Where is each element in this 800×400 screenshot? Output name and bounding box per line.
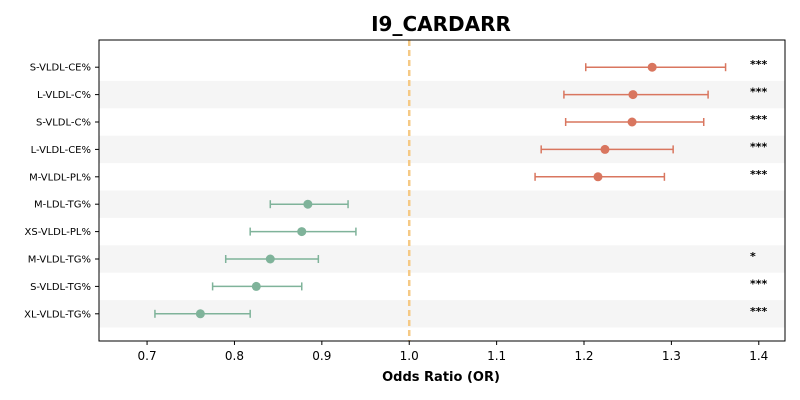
row-label: S-VLDL-CE% (30, 63, 91, 74)
row-label: M-VLDL-PL% (29, 172, 91, 183)
significance-marker: *** (750, 86, 768, 99)
significance-marker: * (750, 250, 756, 263)
x-tick-label: 0.8 (225, 349, 244, 363)
row-label: M-LDL-TG% (34, 200, 91, 211)
x-tick-label: 0.7 (138, 349, 157, 363)
x-axis-label: Odds Ratio (OR) (382, 370, 500, 385)
or-point (303, 199, 313, 209)
chart-title: I9_CARDARR (371, 12, 511, 36)
row-band (99, 190, 785, 218)
row-label: L-VLDL-CE% (31, 145, 91, 156)
x-tick-label: 1.3 (662, 349, 681, 363)
x-tick-label: 0.9 (312, 349, 331, 363)
forest-row: M-VLDL-TG% * (28, 250, 756, 266)
forest-row: M-LDL-TG% (34, 199, 349, 211)
x-tick-label: 1.4 (749, 349, 768, 363)
or-point (297, 227, 307, 237)
plot-frame (98, 39, 786, 342)
significance-marker: *** (750, 58, 768, 71)
row-label: M-VLDL-TG% (28, 255, 91, 266)
forest-row: L-VLDL-CE% *** (31, 140, 768, 156)
forest-row: L-VLDL-C% *** (37, 86, 768, 102)
forest-row: S-VLDL-C% *** (36, 113, 767, 129)
row-label: S-VLDL-TG% (30, 282, 91, 293)
row-band (99, 245, 785, 273)
or-point (627, 117, 637, 127)
or-point (600, 144, 610, 154)
row-bands (99, 80, 785, 328)
row-label: S-VLDL-C% (36, 118, 91, 129)
x-tick-label: 1.1 (487, 349, 506, 363)
significance-marker: *** (750, 305, 768, 318)
forest-row: M-VLDL-PL% *** (29, 168, 767, 184)
forest-row: S-VLDL-CE% *** (30, 58, 768, 74)
x-tick-label: 1.2 (574, 349, 593, 363)
significance-marker: *** (750, 113, 768, 126)
or-point (195, 309, 205, 319)
or-point (593, 172, 603, 182)
or-point (647, 62, 657, 72)
significance-marker: *** (750, 168, 768, 181)
data-rows: S-VLDL-CE% ***L-VLDL-C% ***S-VLDL-C% ***L-V… (24, 58, 767, 320)
x-tick-label: 1.0 (400, 349, 419, 363)
or-point (628, 90, 638, 100)
row-band (99, 135, 785, 164)
forest-row: S-VLDL-TG% *** (30, 277, 767, 293)
or-point (251, 281, 261, 291)
significance-marker: *** (750, 140, 768, 153)
x-axis: 0.7 0.8 0.9 1.0 1.1 1.2 1.3 1.4 (138, 341, 768, 363)
forest-row: XL-VLDL-TG% *** (24, 305, 767, 321)
row-label: L-VLDL-C% (37, 90, 91, 101)
significance-marker: *** (750, 277, 768, 290)
row-label: XL-VLDL-TG% (24, 309, 91, 320)
row-label: XS-VLDL-PL% (25, 227, 91, 238)
or-point (265, 254, 275, 264)
forest-row: XS-VLDL-PL% (25, 227, 357, 238)
